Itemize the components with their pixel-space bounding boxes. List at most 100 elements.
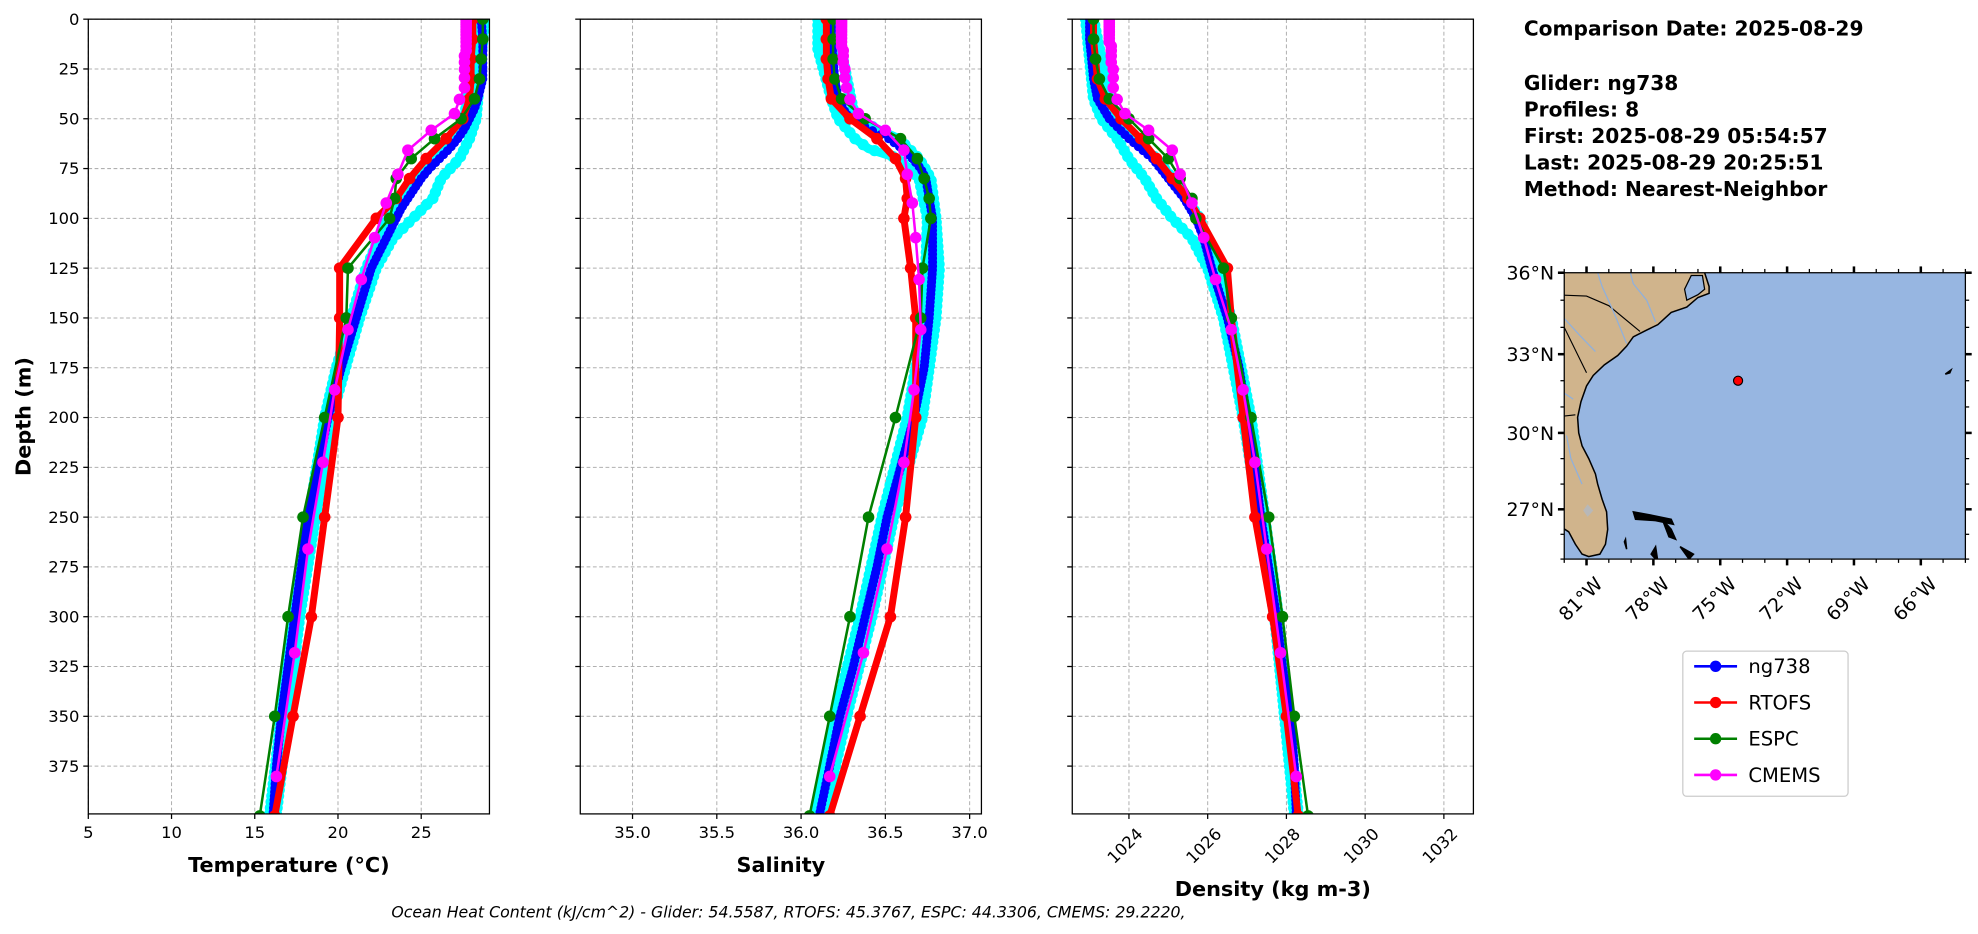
land-us-southeast <box>1564 272 1710 558</box>
series-point <box>476 33 489 45</box>
series-point <box>448 107 461 120</box>
river <box>1565 435 1583 485</box>
series-point <box>458 63 471 76</box>
series-point <box>476 19 489 25</box>
axes-frame <box>579 18 983 815</box>
x-axis-label: Salinity <box>737 853 826 877</box>
legend-entry-rtofs: RTOFS <box>1694 691 1811 714</box>
x-tick-label: 25 <box>411 823 432 842</box>
series-point <box>328 384 341 396</box>
y-tick-label: 50 <box>59 109 80 128</box>
legend-entry-cmems: CMEMS <box>1694 764 1821 787</box>
state-border <box>1564 294 1641 332</box>
series-point <box>420 152 433 165</box>
series-point <box>1093 73 1106 85</box>
series-point <box>342 323 354 336</box>
bahamas-island <box>1661 518 1678 541</box>
series-point <box>392 168 404 181</box>
series-point <box>1166 144 1179 157</box>
series-point <box>914 323 927 336</box>
glider-name: Glider: ng738 <box>1524 71 1678 95</box>
series-point <box>908 384 920 396</box>
bahamas-island <box>1650 544 1659 560</box>
y-tick-label: 325 <box>48 657 79 676</box>
y-tick-label: 175 <box>48 358 79 377</box>
series-point <box>270 770 283 783</box>
y-tick-label: 200 <box>48 408 79 427</box>
interpolation-method: Method: Nearest-Neighbor <box>1524 177 1828 201</box>
y-tick-label: 250 <box>48 508 79 527</box>
series-point <box>333 262 346 274</box>
series-point <box>1276 610 1289 623</box>
x-tick-label: 37.0 <box>951 823 987 842</box>
profile-count: Profiles: 8 <box>1524 97 1639 121</box>
series-point <box>844 112 856 125</box>
series-point <box>1142 124 1155 137</box>
series-point <box>823 770 836 783</box>
x-tick-label: 1030 <box>1340 824 1383 867</box>
series-point <box>268 710 281 723</box>
series-point <box>380 197 393 209</box>
depth-axis-label: Depth (m) <box>11 357 35 476</box>
x-tick-label: 1024 <box>1104 824 1147 867</box>
series-point <box>894 132 907 145</box>
series-point <box>332 411 344 424</box>
legend: ng738 RTOFS ESPC CMEMS <box>1682 650 1849 797</box>
series-point <box>844 610 856 623</box>
series-point <box>1209 273 1222 286</box>
river <box>1597 272 1628 344</box>
series-point <box>909 231 922 244</box>
y-tick-label: 350 <box>48 707 79 726</box>
series-point <box>852 107 865 120</box>
legend-label: CMEMS <box>1748 764 1820 787</box>
x-tick-label: 36.0 <box>783 823 819 842</box>
river <box>1564 392 1574 400</box>
legend-box <box>1682 650 1849 797</box>
series-point <box>1237 384 1249 396</box>
legend-label: ng738 <box>1748 655 1810 678</box>
axes-frame <box>87 18 491 815</box>
series-point <box>368 231 381 244</box>
map-lon-label: 75°W <box>1688 573 1741 626</box>
series-point <box>901 168 914 181</box>
y-tick-label: 75 <box>59 159 80 178</box>
x-tick-label: 35.5 <box>699 823 735 842</box>
series-point <box>1089 53 1102 65</box>
x-tick-label: 36.5 <box>867 823 903 842</box>
map-lon-label: 66°W <box>1889 573 1942 626</box>
series-point <box>1288 710 1301 723</box>
series-point <box>1249 511 1261 523</box>
series-point <box>1260 543 1273 555</box>
series-point <box>906 197 919 209</box>
bermuda <box>1944 367 1953 375</box>
series-point <box>468 93 481 105</box>
map-lat-label: 33°N <box>1506 344 1554 366</box>
bahamas-island <box>1623 536 1628 550</box>
series-point <box>403 172 416 185</box>
series-point <box>318 511 331 523</box>
x-tick-label: 1026 <box>1182 824 1225 867</box>
series-point <box>1292 810 1304 814</box>
map-area <box>1564 272 1966 560</box>
series-espc <box>804 19 937 814</box>
plot-area <box>254 19 490 814</box>
series-point <box>857 646 870 659</box>
map-lat-label: 27°N <box>1506 499 1554 521</box>
legend-entry-espc: ESPC <box>1694 728 1799 751</box>
river <box>1629 272 1657 323</box>
series-point <box>1249 456 1261 469</box>
x-tick-label: 20 <box>328 823 349 842</box>
series-point <box>297 511 309 523</box>
x-axis-label: Temperature (°C) <box>188 853 390 877</box>
series-point <box>1087 19 1100 25</box>
x-tick-label: 5 <box>83 823 93 842</box>
lake-okeechobee <box>1583 504 1594 517</box>
y-tick-label: 150 <box>48 309 79 328</box>
series-point <box>1111 93 1123 106</box>
info-text-block: Comparison Date: 2025-08-29 Glider: ng73… <box>1524 17 1864 201</box>
series-point <box>1274 646 1287 659</box>
series-point <box>1107 81 1120 94</box>
ocean-heat-content-footer: Ocean Heat Content (kJ/cm^2) - Glider: 5… <box>391 902 1185 921</box>
series-point <box>862 511 875 523</box>
